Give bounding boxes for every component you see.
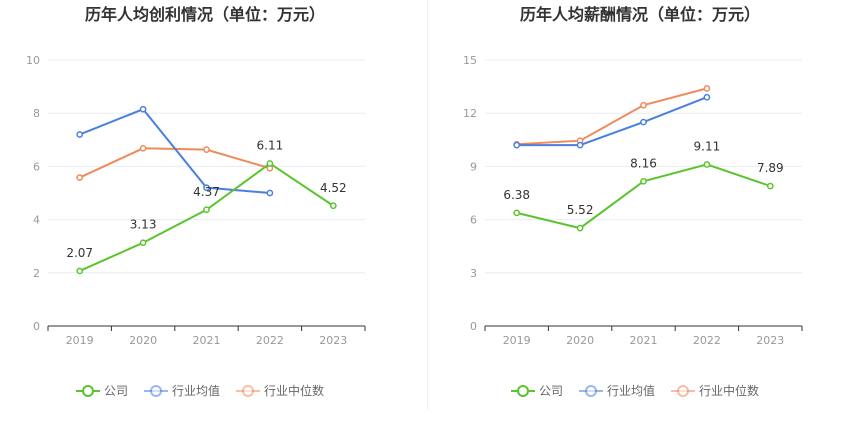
data-point-company xyxy=(703,161,711,168)
data-point-industry_avg xyxy=(139,105,147,113)
data-label: 6.38 xyxy=(503,188,530,202)
legend-label: 公司 xyxy=(104,384,128,398)
data-point-company xyxy=(203,206,210,214)
data-label: 2.07 xyxy=(66,246,93,260)
x-tick-label: 2019 xyxy=(503,334,531,347)
data-point-industry_avg xyxy=(203,184,210,192)
legend-marker xyxy=(517,385,529,397)
data-point-industry_avg xyxy=(513,141,521,149)
x-tick-label: 2023 xyxy=(756,334,784,347)
y-tick-label: 0 xyxy=(33,320,40,333)
data-point-company xyxy=(139,239,147,247)
data-label: 5.52 xyxy=(567,203,594,217)
legend-label: 行业中位数 xyxy=(699,383,759,398)
series-industry_avg xyxy=(76,105,274,197)
series-line-industry_median xyxy=(516,87,708,146)
x-tick-label: 2020 xyxy=(129,334,157,347)
y-tick-label: 9 xyxy=(470,160,477,173)
series-company xyxy=(76,160,337,275)
data-label: 7.89 xyxy=(757,161,784,175)
y-tick-label: 15 xyxy=(463,54,477,67)
data-label: 4.37 xyxy=(193,185,220,199)
legend-label: 行业均值 xyxy=(607,383,655,398)
legend-item-company: 公司 xyxy=(511,384,563,398)
legend-item-industry_median: 行业中位数 xyxy=(671,383,759,398)
legend-marker xyxy=(677,385,689,397)
data-point-company xyxy=(640,177,647,185)
y-tick-label: 10 xyxy=(26,54,40,67)
chart-1: 历年人均创利情况（单位：万元） 0 2 4 6 8 10 2019 2020 2021 2022 20… xyxy=(26,5,366,398)
y-tick-label: 12 xyxy=(463,107,477,120)
data-point-industry_median xyxy=(139,144,147,152)
legend-marker xyxy=(82,385,94,397)
data-point-industry_median xyxy=(703,85,711,92)
series-industry_median xyxy=(76,144,274,181)
data-point-company xyxy=(329,202,337,210)
series-company xyxy=(513,161,774,232)
legend-label: 公司 xyxy=(539,384,563,398)
chart-title: 历年人均薪酬情况（单位：万元） xyxy=(520,5,760,24)
data-point-company xyxy=(766,182,774,190)
x-tick-label: 2019 xyxy=(66,334,94,347)
legend-item-industry_avg: 行业均值 xyxy=(144,383,220,398)
data-point-industry_avg xyxy=(703,93,711,101)
data-label: 4.52 xyxy=(320,181,347,195)
data-label: 6.11 xyxy=(257,138,284,152)
data-point-industry_avg xyxy=(266,189,274,197)
x-tick-label: 2022 xyxy=(256,334,284,347)
data-point-company xyxy=(266,160,274,167)
legend-item-industry_median: 行业中位数 xyxy=(236,383,324,398)
legend-item-company: 公司 xyxy=(76,384,128,398)
x-tick-label: 2022 xyxy=(693,334,721,347)
legend-marker xyxy=(242,385,254,397)
y-tick-label: 8 xyxy=(33,107,40,120)
series-industry_avg xyxy=(513,93,711,149)
legend-marker xyxy=(150,385,162,397)
data-point-company xyxy=(513,209,521,217)
data-point-industry_median xyxy=(640,101,647,109)
chart-2: 历年人均薪酬情况（单位：万元） 0 3 6 9 12 15 2019 2020 2021 2022 2… xyxy=(463,5,803,398)
y-tick-label: 6 xyxy=(470,214,477,227)
legend: 公司 行业均值 行业中位数 xyxy=(76,383,324,398)
series-line-company xyxy=(79,162,334,272)
data-point-company xyxy=(76,267,84,275)
data-point-industry_median xyxy=(76,174,84,181)
x-tick-label: 2021 xyxy=(193,334,221,347)
legend-item-industry_avg: 行业均值 xyxy=(579,383,655,398)
legend-label: 行业均值 xyxy=(172,383,220,398)
y-tick-label: 6 xyxy=(33,160,40,173)
data-label: 9.11 xyxy=(694,139,721,153)
data-point-industry_median xyxy=(203,146,210,153)
x-tick-label: 2023 xyxy=(319,334,347,347)
data-label: 3.13 xyxy=(130,218,157,232)
series-line-industry_avg xyxy=(516,96,708,147)
panel-divider xyxy=(427,0,428,410)
series-line-company xyxy=(516,163,771,230)
y-tick-label: 4 xyxy=(33,214,40,227)
series-industry_median xyxy=(513,85,711,148)
data-point-industry_avg xyxy=(76,131,84,138)
chart-title: 历年人均创利情况（单位：万元） xyxy=(85,5,325,24)
legend: 公司 行业均值 行业中位数 xyxy=(511,383,759,398)
x-tick-label: 2021 xyxy=(630,334,658,347)
data-point-company xyxy=(576,224,584,232)
series-line-industry_avg xyxy=(79,108,270,194)
data-point-industry_avg xyxy=(640,118,647,126)
legend-marker xyxy=(585,385,597,397)
y-tick-label: 3 xyxy=(470,267,477,280)
data-label: 8.16 xyxy=(630,156,657,170)
data-point-industry_avg xyxy=(576,141,584,149)
y-tick-label: 0 xyxy=(470,320,477,333)
x-tick-label: 2020 xyxy=(566,334,594,347)
y-tick-label: 2 xyxy=(33,267,40,280)
series-line-industry_median xyxy=(79,147,271,179)
legend-label: 行业中位数 xyxy=(264,383,324,398)
